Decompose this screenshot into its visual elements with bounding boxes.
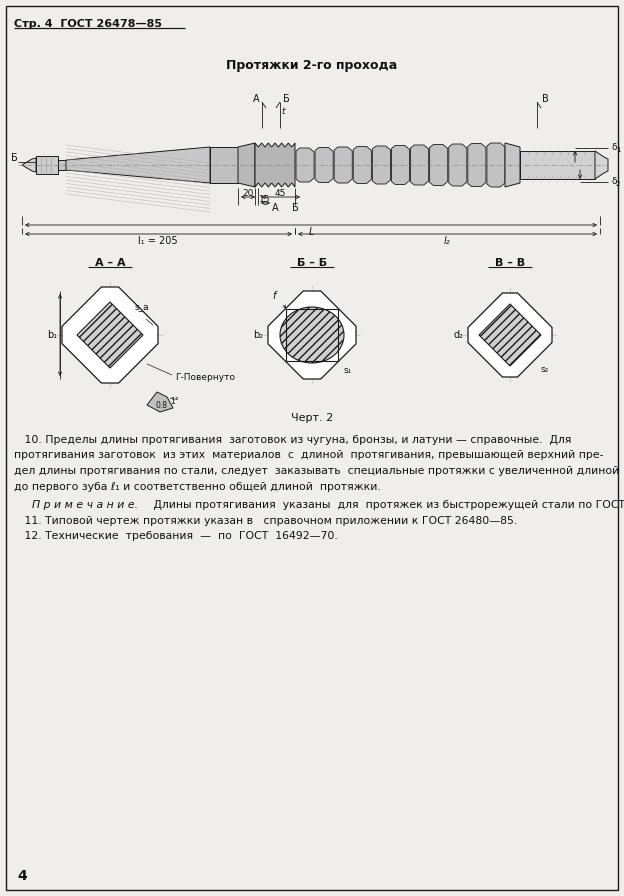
Text: 15: 15 <box>259 195 271 204</box>
Text: А: А <box>253 94 260 104</box>
Text: s_a: s_a <box>135 303 149 312</box>
Text: δ: δ <box>612 177 617 185</box>
Text: 4: 4 <box>17 869 27 883</box>
Bar <box>58 160 66 170</box>
Text: d₂: d₂ <box>453 330 463 340</box>
Text: дел длины протягивания по стали, следует  заказывать  специальные протяжки с уве: дел длины протягивания по стали, следует… <box>14 466 619 476</box>
Polygon shape <box>373 146 391 184</box>
Polygon shape <box>449 144 467 186</box>
Text: f: f <box>272 291 276 301</box>
Text: 1: 1 <box>616 147 620 153</box>
Text: l₂: l₂ <box>444 236 451 246</box>
Polygon shape <box>411 145 429 185</box>
Polygon shape <box>238 143 255 187</box>
Polygon shape <box>66 147 210 183</box>
Text: Б: Б <box>11 153 17 163</box>
Bar <box>210 147 238 183</box>
Text: 45: 45 <box>275 188 286 197</box>
Text: 12. Технические  требования  —  по  ГОСТ  16492—70.: 12. Технические требования — по ГОСТ 164… <box>14 531 338 541</box>
Polygon shape <box>255 143 295 187</box>
Text: 1°: 1° <box>171 398 179 407</box>
Text: 2: 2 <box>616 181 620 187</box>
Text: П р и м е ч а н и е.: П р и м е ч а н и е. <box>32 500 138 510</box>
Polygon shape <box>505 143 520 187</box>
Text: s₁: s₁ <box>344 366 352 375</box>
Text: 20: 20 <box>242 188 254 197</box>
Text: Б: Б <box>283 94 290 104</box>
Polygon shape <box>487 143 505 187</box>
Ellipse shape <box>280 307 344 363</box>
Text: Б – Б: Б – Б <box>297 258 327 268</box>
Text: А – А: А – А <box>95 258 125 268</box>
Text: до первого зуба ℓ₁ и соответственно общей длиной  протяжки.: до первого зуба ℓ₁ и соответственно обще… <box>14 481 381 492</box>
Polygon shape <box>353 147 371 184</box>
Polygon shape <box>468 143 486 186</box>
Text: L: L <box>308 227 314 237</box>
Text: Длины протягивания  указаны  для  протяжек из быстрорежущей стали по ГОСТ 19965—: Длины протягивания указаны для протяжек … <box>150 500 624 510</box>
Text: Протяжки 2-го прохода: Протяжки 2-го прохода <box>227 59 397 73</box>
Text: b₂: b₂ <box>253 330 263 340</box>
Polygon shape <box>147 392 173 412</box>
Polygon shape <box>334 147 353 183</box>
Text: В – В: В – В <box>495 258 525 268</box>
Bar <box>520 151 595 179</box>
Polygon shape <box>62 287 158 383</box>
Polygon shape <box>268 291 356 379</box>
Text: Стр. 4  ГОСТ 26478—85: Стр. 4 ГОСТ 26478—85 <box>14 19 162 29</box>
Polygon shape <box>22 158 36 172</box>
Polygon shape <box>479 304 541 366</box>
Text: s₂: s₂ <box>540 365 548 374</box>
Text: Г-Повернуто: Г-Повернуто <box>175 374 235 383</box>
Text: А: А <box>271 203 278 213</box>
Bar <box>36 156 58 174</box>
Text: l₁ = 205: l₁ = 205 <box>138 236 178 246</box>
Text: t: t <box>281 108 285 116</box>
Polygon shape <box>595 151 608 179</box>
Polygon shape <box>77 302 143 368</box>
Text: 0.8: 0.8 <box>155 401 167 409</box>
Polygon shape <box>468 293 552 377</box>
Polygon shape <box>315 148 333 183</box>
Polygon shape <box>296 148 314 182</box>
Text: Б: Б <box>291 203 298 213</box>
Text: b₁: b₁ <box>47 330 57 340</box>
Polygon shape <box>430 144 448 185</box>
Text: δ: δ <box>612 142 617 151</box>
Text: 11. Типовой чертеж протяжки указан в   справочном приложении к ГОСТ 26480—85.: 11. Типовой чертеж протяжки указан в спр… <box>14 515 517 525</box>
Polygon shape <box>391 145 409 185</box>
Text: Черт. 2: Черт. 2 <box>291 413 333 423</box>
Text: 10. Пределы длины протягивания  заготовок из чугуна, бронзы, и латуни — справочн: 10. Пределы длины протягивания заготовок… <box>14 435 572 445</box>
Text: протягивания заготовок  из этих  материалов  с  длиной  протягивания, превышающе: протягивания заготовок из этих материало… <box>14 451 603 461</box>
Text: В: В <box>542 94 548 104</box>
